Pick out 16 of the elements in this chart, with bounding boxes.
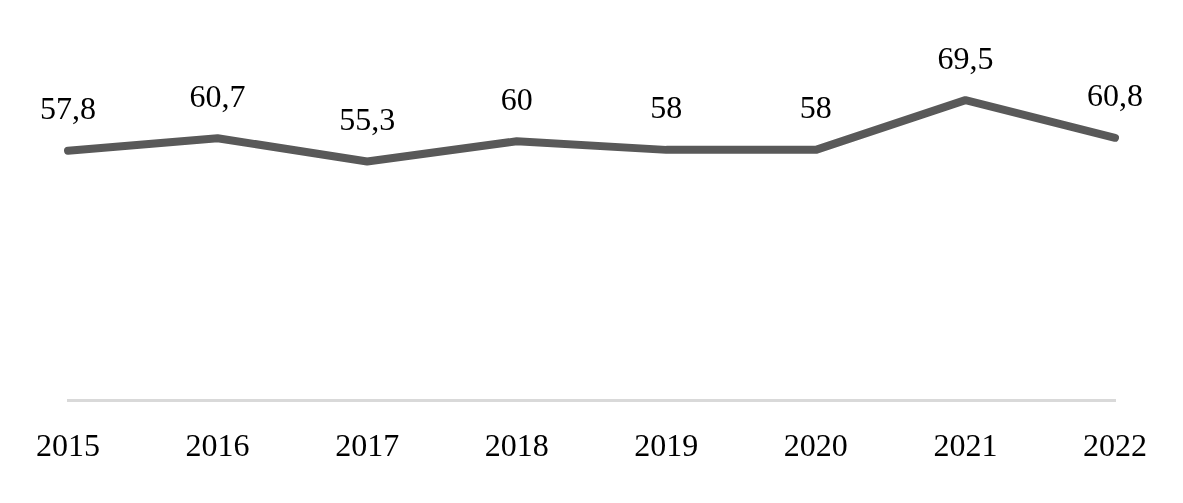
x-tick-label: 2020	[783, 427, 848, 464]
x-tick-label: 2015	[36, 427, 100, 464]
data-label: 69,5	[937, 39, 994, 76]
x-tick-label: 2017	[335, 427, 400, 464]
data-label: 57,8	[40, 90, 96, 127]
x-tick-label: 2022	[1083, 427, 1147, 464]
x-tick-label: 2018	[484, 427, 549, 464]
data-label: 60,8	[1087, 77, 1143, 114]
data-label: 55,3	[339, 100, 396, 137]
x-tick-label: 2016	[185, 427, 250, 464]
x-tick-label: 2021	[933, 427, 998, 464]
data-label: 58	[650, 89, 683, 126]
x-tick-label: 2019	[634, 427, 699, 464]
data-label: 58	[799, 89, 832, 126]
data-label: 60,7	[189, 77, 246, 114]
data-label: 60	[500, 80, 533, 117]
